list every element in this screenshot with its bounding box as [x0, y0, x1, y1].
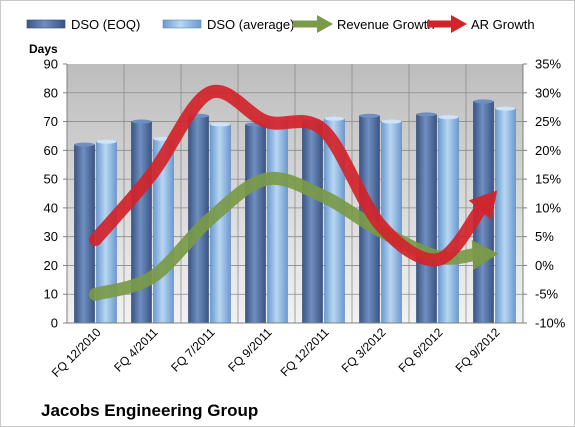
- legend-arrowhead-ar-growth: [451, 15, 467, 33]
- bar-dso-eoq: [416, 114, 437, 324]
- bar-cap-dso-average: [495, 106, 516, 111]
- x-axis-ticks: FQ 12/2010 FQ 4/2011 FQ 7/2011 FQ 9/2011 FQ …: [49, 325, 503, 380]
- x-tick-label: FQ 7/2011: [168, 325, 218, 375]
- right-tick-label: 10%: [535, 200, 561, 215]
- arrow-ar-growth: [89, 84, 487, 267]
- right-tick-label: 20%: [535, 143, 561, 158]
- x-tick-label: FQ 4/2011: [111, 325, 161, 375]
- left-tick-label: 30: [44, 229, 58, 244]
- x-tick-label: FQ 9/2011: [225, 325, 275, 375]
- x-tick-label: FQ 12/2011: [278, 325, 332, 379]
- legend-label-ar-growth: AR Growth: [471, 17, 535, 32]
- legend: DSO (EOQ) DSO (average) Revenue Growth AR G…: [26, 15, 535, 33]
- bar-cap-dso-eoq: [473, 99, 494, 104]
- x-tick-label: FQ 3/2012: [339, 325, 389, 375]
- legend-swatch-dso-eoq: [26, 19, 66, 29]
- legend-swatch-dso-average: [162, 19, 202, 29]
- bar-dso-eoq: [245, 124, 266, 324]
- left-tick-label: 80: [44, 85, 58, 100]
- legend-label-revenue-growth: Revenue Growth: [337, 17, 435, 32]
- bar-cap-dso-eoq: [416, 112, 437, 117]
- bars-group: [74, 99, 516, 324]
- right-tick-label: -10%: [535, 316, 566, 331]
- left-tick-label: 90: [44, 57, 58, 72]
- bar-dso-eoq: [302, 121, 323, 324]
- left-tick-label: 70: [44, 114, 58, 129]
- bar-cap-dso-average: [210, 122, 231, 127]
- right-axis-ticks: -10% -5% 0% 5% 10% 15% 20% 25% 30% 35%: [523, 57, 566, 331]
- bar-cap-dso-eoq: [359, 113, 380, 118]
- legend-label-dso-eoq: DSO (EOQ): [71, 17, 140, 32]
- left-axis-title: Days: [29, 42, 58, 56]
- company-name: Jacobs Engineering Group: [41, 401, 258, 420]
- right-tick-label: -5%: [535, 287, 559, 302]
- right-tick-label: 30%: [535, 85, 561, 100]
- bar-cap-dso-average: [324, 116, 345, 121]
- x-tick-label: FQ 9/2012: [453, 325, 503, 375]
- bar-cap-dso-average: [438, 115, 459, 120]
- left-tick-label: 0: [51, 316, 58, 331]
- bar-dso-eoq: [131, 121, 152, 324]
- left-tick-label: 20: [44, 258, 58, 273]
- arrowhead-revenue-growth: [471, 240, 499, 271]
- left-tick-label: 10: [44, 287, 58, 302]
- bar-cap-dso-eoq: [74, 142, 95, 147]
- legend-label-dso-average: DSO (average): [207, 17, 294, 32]
- right-tick-label: 25%: [535, 114, 561, 129]
- left-tick-label: 40: [44, 200, 58, 215]
- bar-cap-dso-average: [96, 139, 117, 144]
- left-tick-label: 50: [44, 172, 58, 187]
- left-axis-ticks: 0 10 20 30 40 50 60 70 80 90: [44, 57, 67, 331]
- arrows-group: [89, 84, 499, 301]
- right-tick-label: 35%: [535, 57, 561, 72]
- right-tick-label: 5%: [535, 229, 554, 244]
- bar-cap-dso-eoq: [131, 119, 152, 124]
- right-tick-label: 0%: [535, 258, 554, 273]
- bar-dso-average: [267, 118, 288, 324]
- bar-dso-average: [438, 116, 459, 324]
- legend-arrowhead-revenue-growth: [317, 15, 333, 33]
- arrowhead-ar-growth: [468, 190, 498, 220]
- bar-cap-dso-average: [381, 119, 402, 124]
- right-tick-label: 15%: [535, 172, 561, 187]
- x-tick-label: FQ 12/2010: [49, 325, 104, 380]
- left-tick-label: 60: [44, 143, 58, 158]
- x-tick-label: FQ 6/2012: [396, 325, 446, 375]
- bar-dso-average: [495, 108, 516, 324]
